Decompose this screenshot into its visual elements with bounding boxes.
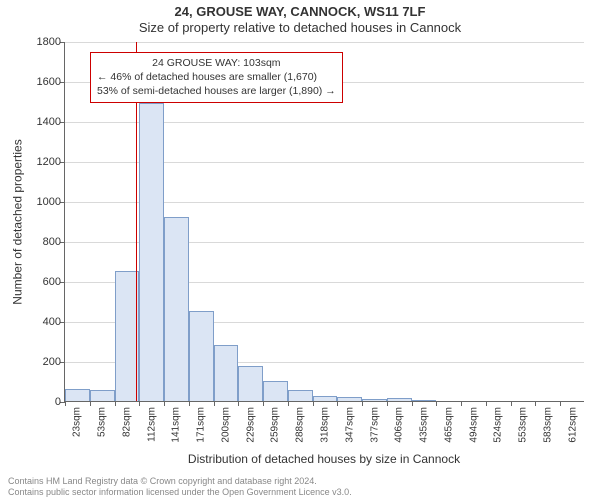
- x-tick-label: 53sqm: [97, 407, 108, 437]
- x-tick-label: 553sqm: [518, 407, 529, 443]
- y-tick-label: 1000: [37, 196, 61, 208]
- x-tick-label: 171sqm: [196, 407, 207, 443]
- y-axis-label-wrap: Number of detached properties: [10, 42, 26, 402]
- x-tick-mark: [560, 401, 561, 406]
- x-tick-mark: [313, 401, 314, 406]
- x-tick-mark: [115, 401, 116, 406]
- y-tick-label: 600: [43, 276, 61, 288]
- x-tick-mark: [362, 401, 363, 406]
- y-tick-label: 0: [55, 396, 61, 408]
- histogram-bar: [238, 366, 263, 401]
- y-tick-label: 800: [43, 236, 61, 248]
- x-tick-mark: [263, 401, 264, 406]
- x-tick-label: 288sqm: [295, 407, 306, 443]
- x-tick-mark: [412, 401, 413, 406]
- x-tick-mark: [214, 401, 215, 406]
- x-tick-label: 347sqm: [344, 407, 355, 443]
- histogram-bar: [387, 398, 412, 401]
- x-tick-label: 435sqm: [419, 407, 430, 443]
- histogram-bar: [288, 390, 313, 401]
- histogram-bar: [90, 390, 115, 401]
- page-title: 24, GROUSE WAY, CANNOCK, WS11 7LF: [0, 0, 600, 19]
- page-subtitle: Size of property relative to detached ho…: [0, 19, 600, 37]
- x-tick-mark: [164, 401, 165, 406]
- y-tick-label: 1400: [37, 116, 61, 128]
- x-tick-mark: [90, 401, 91, 406]
- x-tick-label: 377sqm: [369, 407, 380, 443]
- grid-line: [65, 42, 584, 43]
- histogram-bar: [263, 381, 288, 401]
- histogram-bar: [214, 345, 239, 401]
- y-tick-label: 1600: [37, 76, 61, 88]
- y-tick-label: 1200: [37, 156, 61, 168]
- x-tick-mark: [486, 401, 487, 406]
- x-tick-label: 23sqm: [72, 407, 83, 437]
- y-tick-label: 200: [43, 356, 61, 368]
- x-tick-label: 583sqm: [542, 407, 553, 443]
- plot-wrap: 02004006008001000120014001600180023sqm53…: [64, 42, 584, 402]
- info-box-line-3: 53% of semi-detached houses are larger (…: [97, 84, 336, 98]
- x-tick-mark: [387, 401, 388, 406]
- y-tick-label: 1800: [37, 36, 61, 48]
- x-tick-label: 524sqm: [493, 407, 504, 443]
- plot-area: 02004006008001000120014001600180023sqm53…: [64, 42, 584, 402]
- x-tick-mark: [337, 401, 338, 406]
- footer-line-2: Contains public sector information licen…: [8, 487, 352, 498]
- x-tick-label: 318sqm: [320, 407, 331, 443]
- x-tick-label: 465sqm: [443, 407, 454, 443]
- info-box: 24 GROUSE WAY: 103sqm← 46% of detached h…: [90, 52, 343, 103]
- attribution-footer: Contains HM Land Registry data © Crown c…: [8, 476, 352, 498]
- x-tick-mark: [288, 401, 289, 406]
- histogram-bar: [164, 217, 189, 401]
- footer-line-1: Contains HM Land Registry data © Crown c…: [8, 476, 352, 487]
- x-tick-mark: [511, 401, 512, 406]
- x-axis-label: Distribution of detached houses by size …: [64, 452, 584, 466]
- histogram-bar: [313, 396, 338, 401]
- x-tick-label: 612sqm: [567, 407, 578, 443]
- x-tick-label: 112sqm: [146, 407, 157, 442]
- x-tick-mark: [238, 401, 239, 406]
- x-tick-label: 82sqm: [121, 407, 132, 437]
- x-tick-mark: [461, 401, 462, 406]
- histogram-bar: [337, 397, 362, 401]
- info-box-line-1: 24 GROUSE WAY: 103sqm: [97, 56, 336, 70]
- x-tick-mark: [139, 401, 140, 406]
- histogram-bar: [412, 400, 437, 401]
- x-tick-label: 494sqm: [468, 407, 479, 443]
- x-tick-label: 259sqm: [270, 407, 281, 443]
- x-tick-mark: [436, 401, 437, 406]
- x-tick-label: 406sqm: [394, 407, 405, 443]
- x-tick-label: 141sqm: [171, 407, 182, 443]
- y-tick-label: 400: [43, 316, 61, 328]
- x-tick-mark: [189, 401, 190, 406]
- histogram-bar: [139, 103, 164, 401]
- y-axis-label: Number of detached properties: [11, 139, 25, 304]
- info-box-line-2: ← 46% of detached houses are smaller (1,…: [97, 70, 336, 84]
- chart-container: 24, GROUSE WAY, CANNOCK, WS11 7LF Size o…: [0, 0, 600, 500]
- x-tick-label: 229sqm: [245, 407, 256, 443]
- x-tick-mark: [65, 401, 66, 406]
- x-tick-label: 200sqm: [220, 407, 231, 443]
- histogram-bar: [362, 399, 387, 401]
- histogram-bar: [189, 311, 214, 401]
- x-tick-mark: [535, 401, 536, 406]
- histogram-bar: [65, 389, 90, 401]
